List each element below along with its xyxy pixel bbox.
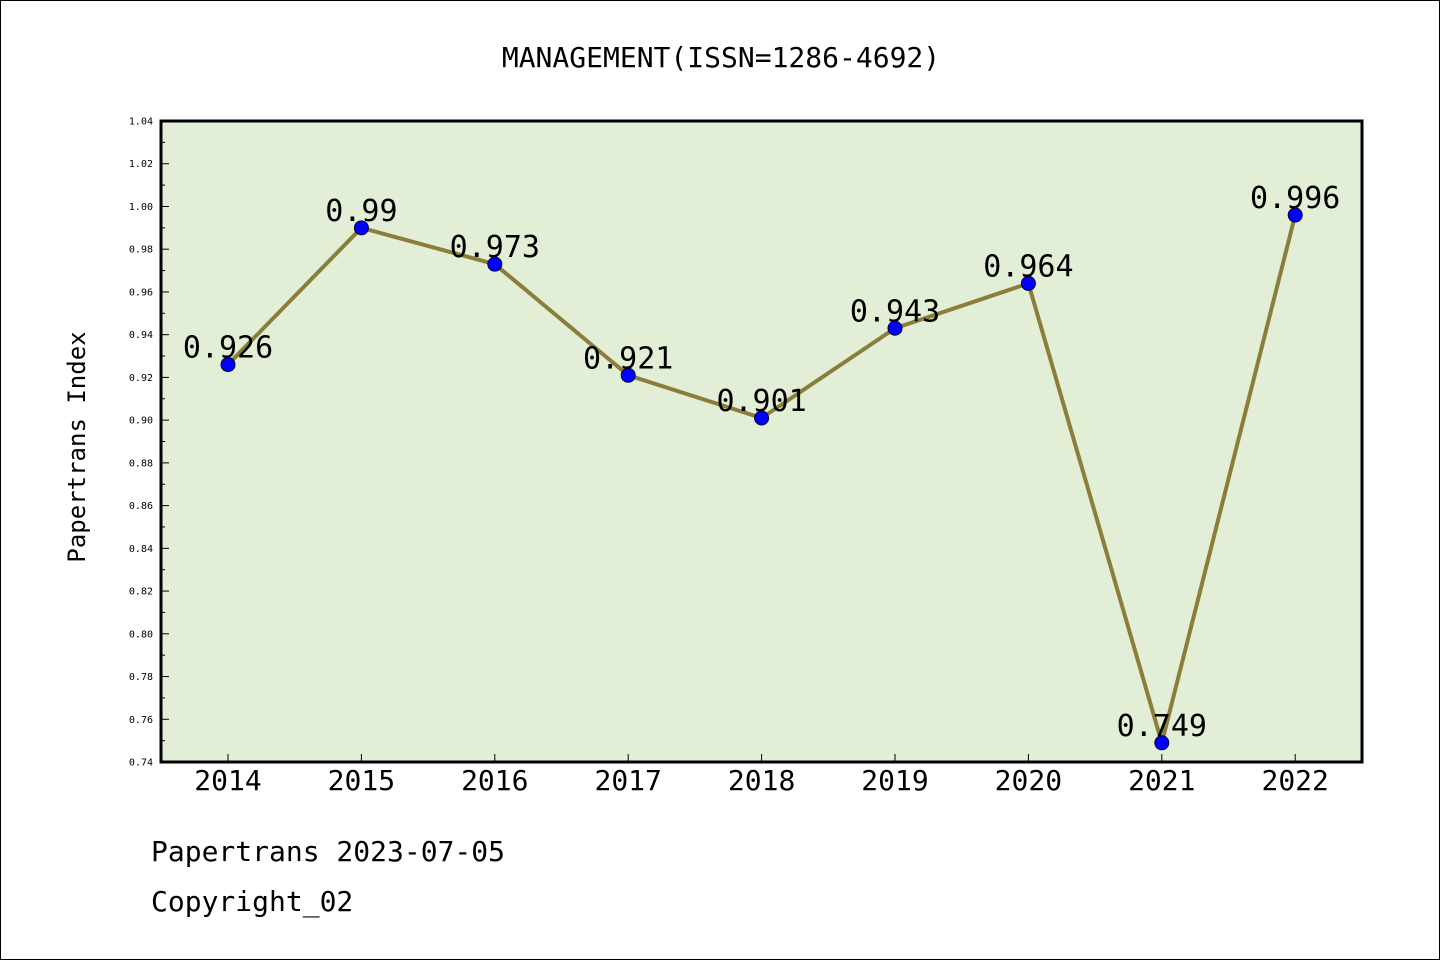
- data-label: 0.749: [1117, 709, 1207, 744]
- data-label: 0.921: [583, 341, 673, 376]
- x-tick-labels: 2014 2015 2016 2017 2018 2019 2020 2021 2022: [194, 764, 1329, 797]
- data-label: 0.996: [1250, 181, 1340, 216]
- data-label: 0.901: [716, 384, 806, 419]
- data-point: [1020, 275, 1036, 291]
- data-point: [487, 256, 503, 272]
- y-tick-label: 1.00: [129, 202, 153, 213]
- x-tick-label: 2020: [995, 764, 1062, 797]
- data-point: [754, 410, 770, 426]
- x-tick-label: 2015: [328, 764, 395, 797]
- x-tick-label: 2014: [194, 764, 261, 797]
- y-tick-labels: 0.74 0.76 0.78 0.80 0.82 0.84 0.86 0.88 0.90 0.92…: [129, 117, 153, 769]
- data-label: 0.964: [983, 249, 1073, 284]
- data-point: [220, 357, 236, 373]
- data-labels: 0.926 0.99 0.973 0.921 0.901 0.943 0.964 0.749 0…: [183, 181, 1341, 744]
- y-tick-label: 1.04: [129, 117, 153, 128]
- data-point: [620, 367, 636, 383]
- x-tick-label: 2021: [1128, 764, 1195, 797]
- series-layer: [220, 207, 1303, 751]
- y-tick-label: 0.86: [129, 501, 153, 512]
- data-label: 0.973: [450, 230, 540, 265]
- y-axis-label: Papertrans Index: [63, 331, 91, 562]
- footer-date: Papertrans 2023-07-05: [151, 835, 506, 868]
- data-point: [1154, 735, 1170, 751]
- y-tick-label: 0.88: [129, 458, 153, 469]
- x-tick-label: 2017: [594, 764, 661, 797]
- x-tick-label: 2022: [1261, 764, 1328, 797]
- y-tick-label: 0.84: [129, 544, 153, 555]
- x-tick-label: 2016: [461, 764, 528, 797]
- y-tick-label: 0.98: [129, 245, 153, 256]
- y-tick-label: 0.80: [129, 629, 153, 640]
- footer-copyright: Copyright_02: [151, 885, 354, 918]
- y-tick-label: 0.96: [129, 287, 153, 298]
- x-tick-label: 2019: [861, 764, 928, 797]
- data-point: [887, 320, 903, 336]
- y-tick-label: 0.82: [129, 587, 153, 598]
- y-tick-label: 0.92: [129, 373, 153, 384]
- data-point: [353, 220, 369, 236]
- y-tick-label: 0.90: [129, 416, 153, 427]
- chart-title: MANAGEMENT(ISSN=1286-4692): [502, 41, 940, 74]
- x-tick-label: 2018: [728, 764, 795, 797]
- y-tick-label: 0.74: [129, 758, 153, 769]
- y-tick-label: 0.94: [129, 330, 153, 341]
- y-tick-label: 0.78: [129, 672, 153, 683]
- data-label: 0.99: [325, 194, 397, 229]
- y-tick-label: 0.76: [129, 715, 153, 726]
- data-label: 0.943: [850, 294, 940, 329]
- data-label: 0.926: [183, 331, 273, 366]
- y-tick-label: 1.02: [129, 159, 153, 170]
- data-point: [1287, 207, 1303, 223]
- plot-border: [159, 119, 1364, 764]
